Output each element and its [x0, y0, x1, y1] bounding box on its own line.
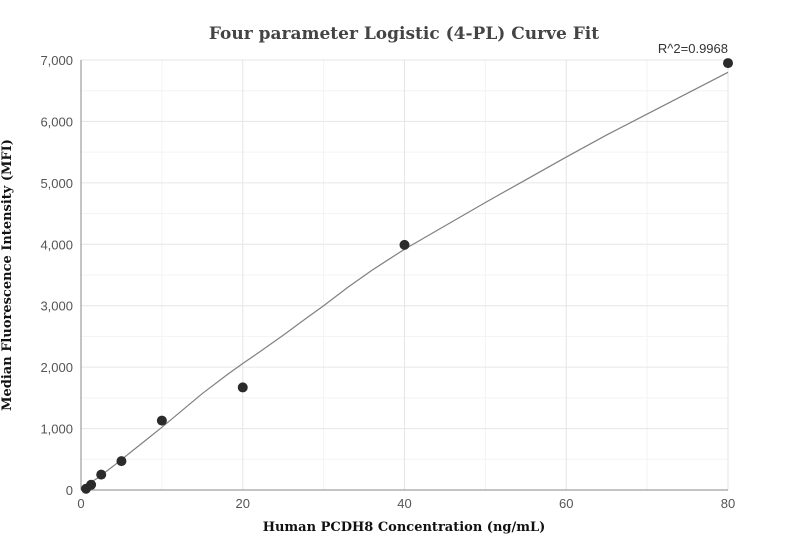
x-tick-label: 0 — [77, 496, 84, 511]
x-tick-label: 40 — [397, 496, 411, 511]
data-point — [156, 415, 167, 426]
data-point — [399, 239, 410, 250]
data-point — [86, 479, 97, 490]
x-axis-label: Human PCDH8 Concentration (ng/mL) — [263, 520, 546, 535]
y-tick-label: 0 — [66, 483, 73, 498]
annotations: R^2=0.9968 — [658, 41, 728, 56]
data-point — [237, 382, 248, 393]
y-axis-label: Median Fluorescence Intensity (MFI) — [0, 139, 15, 411]
y-tick-label: 1,000 — [40, 422, 73, 437]
y-tick-label: 5,000 — [40, 176, 73, 191]
data-point — [96, 469, 107, 480]
y-tick-label: 6,000 — [40, 114, 73, 129]
y-tick-label: 7,000 — [40, 53, 73, 68]
x-tick-label: 80 — [721, 496, 735, 511]
r-squared-annotation: R^2=0.9968 — [658, 41, 728, 56]
fit-curve — [80, 71, 729, 489]
data-point — [723, 58, 733, 69]
data-points — [81, 58, 733, 494]
y-tick-label: 3,000 — [40, 299, 73, 314]
y-tick-label: 2,000 — [40, 360, 73, 375]
x-tick-label: 20 — [236, 496, 250, 511]
chart-title: Four parameter Logistic (4-PL) Curve Fit — [209, 24, 599, 44]
x-tick-label: 60 — [559, 496, 573, 511]
axes — [80, 60, 728, 491]
y-tick-label: 4,000 — [40, 237, 73, 252]
data-point — [116, 456, 127, 467]
grid — [81, 59, 729, 490]
tick-labels: 0 20 40 60 80 0 1,000 2,000 3,000 4,000 5,000 6,000… — [40, 53, 735, 511]
fit-curve-line — [80, 71, 729, 489]
